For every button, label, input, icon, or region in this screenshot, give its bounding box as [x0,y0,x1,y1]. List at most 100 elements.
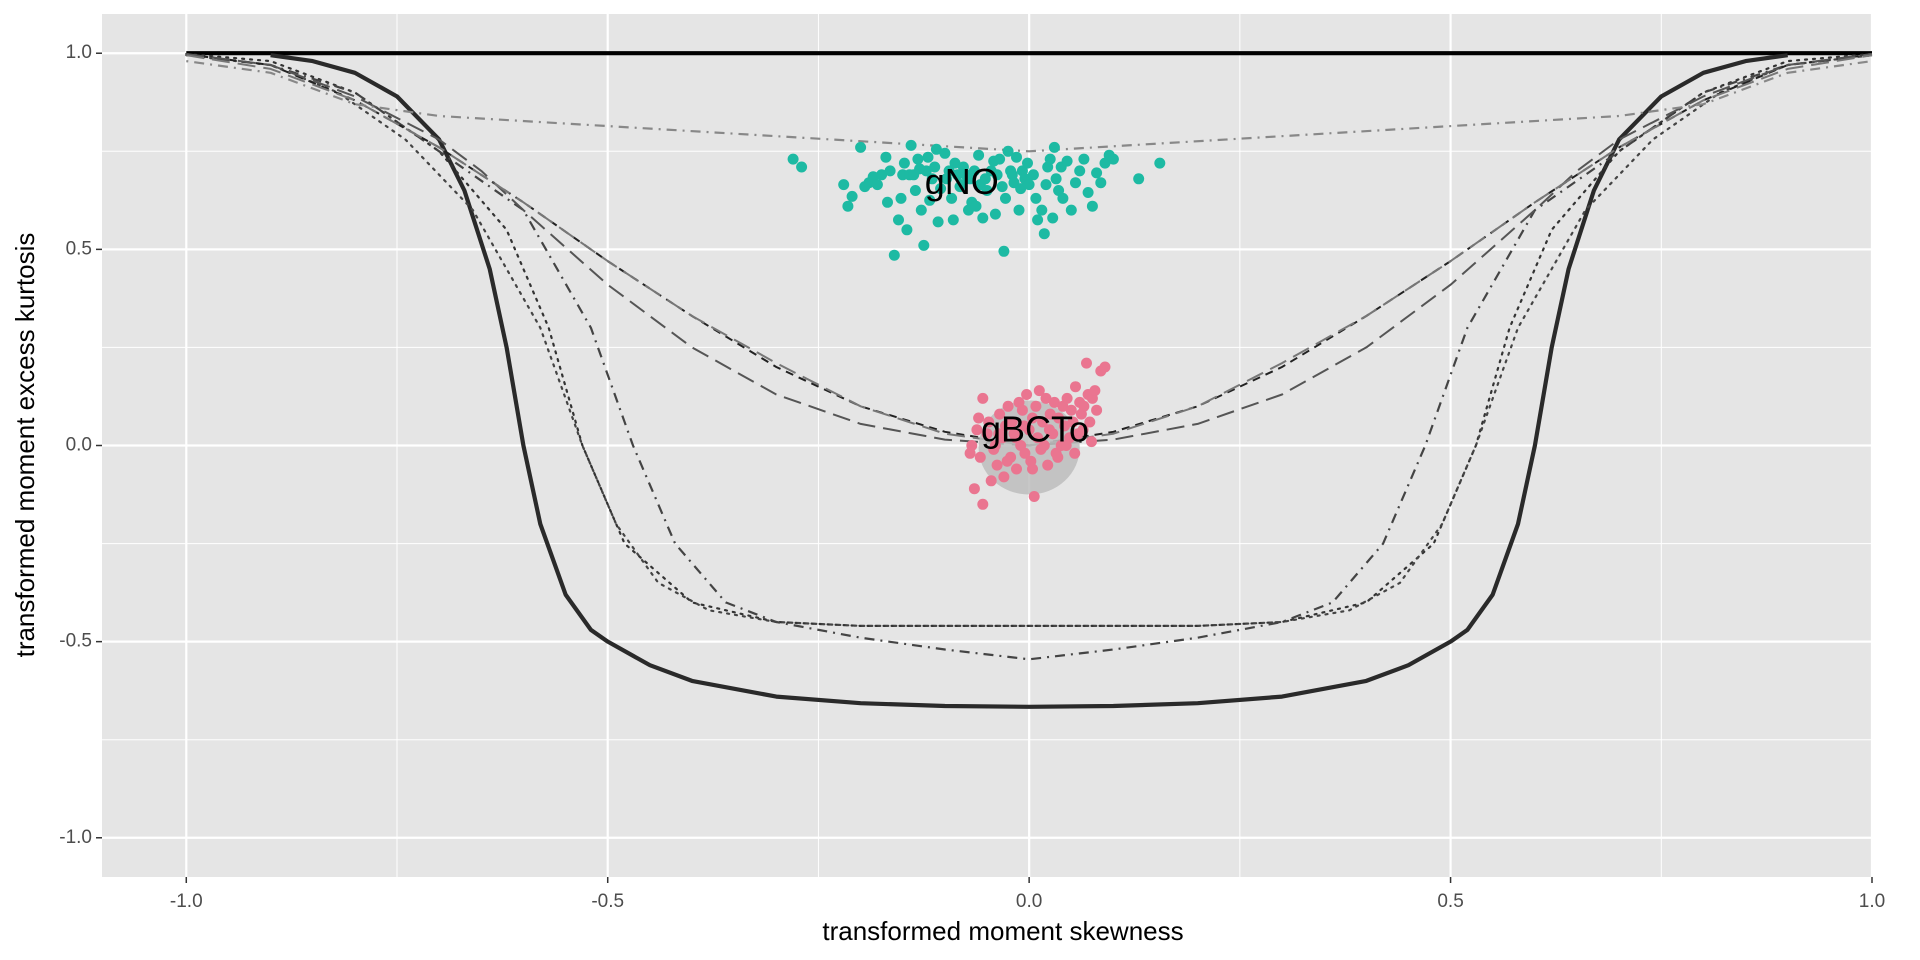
gBCTo-point [1061,392,1073,404]
gBCTo-point [1052,451,1064,463]
gNO-point [1048,141,1060,153]
y-tick-label: -1.0 [59,827,92,848]
gBCTo-point [977,392,989,404]
gNO-point [901,224,913,236]
gNO-point [1095,177,1107,189]
gBCTo-point [1067,416,1079,428]
gNO-point [968,165,980,177]
gNO-point [895,192,907,204]
gBCTo-point [1099,361,1111,373]
gNO-point [930,143,942,155]
gBCTo-point [1040,392,1052,404]
gNO-point [1082,187,1094,198]
gBCTo-point [1081,357,1092,369]
gNO-point [1011,151,1022,163]
gNO-point [1154,157,1166,169]
gNO-point [1044,153,1056,165]
y-axis-title: transformed moment excess kurtosis [10,233,40,658]
gNO-point [1057,192,1069,204]
gBCTo-point [1091,404,1103,416]
gBCTo-point [1069,447,1081,459]
gBCTo-point [1078,400,1090,412]
gNO-point [880,151,892,163]
reference-curve-3 [185,52,1874,627]
gBCTo-point [1059,420,1070,432]
gNO-point [979,173,991,185]
gNO-point [1050,173,1062,185]
gBCTo-point [1027,463,1038,475]
gNO-point [898,157,910,169]
gNO-point [943,165,955,177]
reference-curve-9 [186,60,1873,153]
gBCTo-point [1044,408,1056,420]
gBCTo-point [1018,420,1030,432]
gBCTo-point [1019,447,1031,459]
gBCTo-point [1053,412,1065,424]
gNO-point [846,190,858,202]
gNO-point [946,192,958,204]
gNO-point [838,179,850,191]
gBCTo-point [998,471,1010,483]
gBCTo-point [1011,463,1022,475]
label-gBCTo: gBCTo [981,408,1089,449]
gBCTo-point [991,459,1003,471]
gNO-point [973,149,985,161]
gBCTo-point [1038,440,1050,451]
gNO-point [929,161,941,173]
gBCTo-point [971,424,983,436]
y-tick-label: 0.0 [66,435,92,456]
gNO-point [1027,169,1039,181]
y-axis-ticks: -1.0 -0.5 0.0 0.5 1.0 [59,42,102,848]
gBCTo-point [1086,436,1097,448]
gNO-point [882,196,893,208]
y-tick-label: -0.5 [59,631,92,652]
reference-curve-4 [185,54,1874,627]
gNO-point [915,204,927,216]
gBCTo-point [1077,424,1089,436]
gBCTo-point [974,451,986,463]
gBCTo-point [968,483,980,495]
gBCTo-point [973,412,985,424]
gBCTo-point [1010,432,1022,444]
gBCTo-point [977,498,989,510]
gBCTo-point [1070,381,1081,393]
gBCTo-point [1060,440,1072,451]
x-tick-label: 0.0 [1016,891,1042,912]
gNO-point [1002,145,1014,157]
gNO-point [998,245,1010,257]
gNO-point [1015,183,1027,195]
gBCTo-point [1065,404,1077,416]
x-axis-ticks: -1.0 -0.5 0.0 0.5 1.0 [170,877,1885,912]
gBCTo-point [988,443,1000,455]
y-tick-label: 0.5 [66,238,92,259]
gBCTo-point [994,408,1006,420]
gNO-point [1013,204,1025,216]
gNO-point [989,208,1001,220]
gBCTo-point [985,475,997,487]
gNO-point [1091,167,1103,179]
gBCTo-point [1032,432,1044,444]
gBCTo-point [1001,455,1013,467]
gNO-point [1070,177,1081,189]
gNO-point [1032,214,1044,226]
reference-curve-5 [186,54,1873,661]
gNO-point [947,214,959,226]
gNO-point [1086,200,1098,212]
gBCTo-point [1089,385,1101,397]
gBCTo-point [1084,416,1096,428]
gNO-point [994,153,1006,165]
label-gNO: gNO [925,161,999,202]
gNO-point [926,173,938,185]
gNO-point [1107,153,1119,165]
x-tick-label: -0.5 [591,891,624,912]
gBCTo-point [1030,400,1042,412]
gBCTo-point [1042,459,1054,471]
gNO-point [920,165,932,177]
gNO-point [996,181,1008,193]
x-tick-label: 0.5 [1437,891,1463,912]
gBCTo-point [1033,385,1045,397]
cluster-labels: gNO gBCTo [925,161,1089,449]
gNO-point [952,169,963,181]
gNO-point [956,179,968,191]
